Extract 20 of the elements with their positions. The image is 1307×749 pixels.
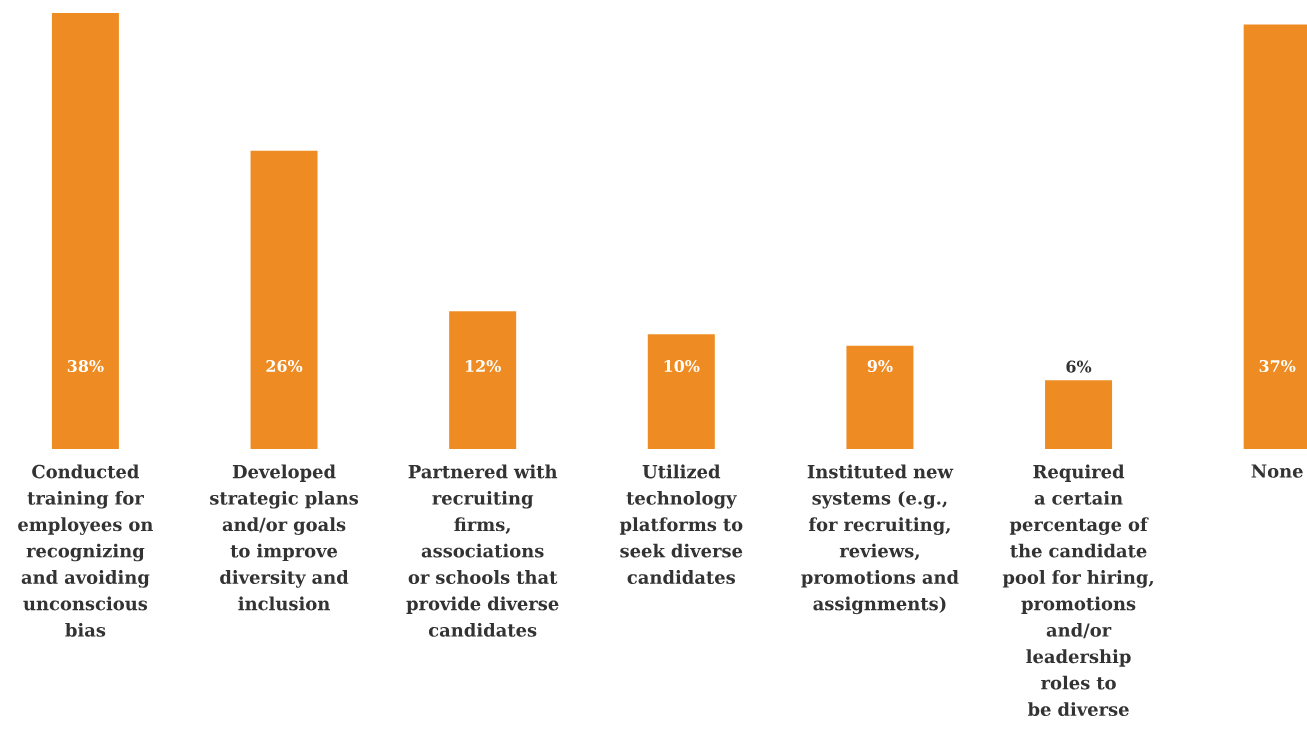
x-tick-label: Conducted training for employees on recognizing and avoiding unconscious bias [18, 464, 153, 637]
bar [1045, 380, 1113, 449]
data-label: 26% [266, 359, 303, 373]
bar [449, 311, 517, 449]
bar [51, 13, 119, 449]
x-tick-label: Instituted new systems (e.g., for recruiting, reviews, promotions and assignments) [801, 464, 959, 615]
data-label: 12% [465, 359, 501, 373]
bar [647, 334, 715, 449]
data-label: 38% [67, 359, 104, 373]
x-tick-label: Utilized technology platforms to seek diverse candidates [619, 464, 743, 584]
data-label: 9% [867, 359, 893, 373]
bar [250, 150, 318, 449]
x-tick-label: None [1251, 464, 1303, 478]
data-label: 37% [1259, 359, 1296, 373]
data-label: 6% [1066, 360, 1092, 373]
data-label: 10% [664, 359, 700, 373]
x-tick-label: Developed strategic plans and/or goals to improve diversity and inclusion [210, 464, 359, 611]
category-label: Required a certain percentage of the candidate pool for hiring, promotions and/or leadership roles to be diverse [1002, 464, 1153, 716]
bar [846, 345, 914, 449]
x-tick-label: Partnered with recruiting firms, associations or schools that provide diverse candidates [406, 464, 559, 637]
